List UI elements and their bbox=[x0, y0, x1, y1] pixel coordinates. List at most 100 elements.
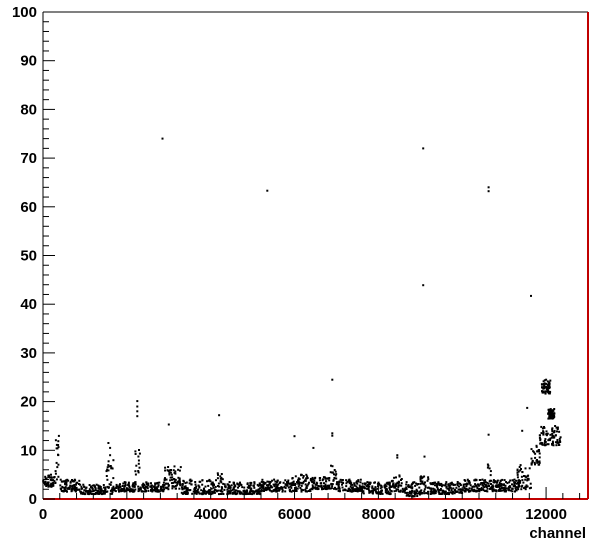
data-point bbox=[463, 489, 466, 492]
data-point bbox=[168, 471, 171, 474]
data-point bbox=[49, 478, 52, 481]
data-point bbox=[146, 487, 149, 490]
data-point bbox=[443, 484, 446, 487]
data-point bbox=[190, 479, 193, 482]
x-tick-label: 2000 bbox=[110, 506, 143, 523]
data-point bbox=[287, 486, 290, 489]
outlier-point bbox=[109, 454, 112, 457]
data-point bbox=[253, 481, 256, 484]
data-point bbox=[441, 484, 444, 487]
data-point bbox=[75, 482, 78, 485]
data-point bbox=[384, 483, 387, 486]
data-point bbox=[217, 485, 219, 487]
data-point bbox=[237, 486, 239, 489]
data-point bbox=[335, 473, 338, 476]
data-point bbox=[206, 491, 209, 494]
data-point bbox=[556, 439, 559, 441]
data-point bbox=[551, 430, 554, 433]
data-point bbox=[524, 485, 527, 488]
data-point bbox=[198, 492, 201, 495]
data-point bbox=[330, 483, 333, 486]
data-point bbox=[261, 489, 264, 492]
data-point bbox=[151, 487, 154, 490]
data-point bbox=[553, 429, 556, 432]
data-point bbox=[263, 488, 266, 491]
data-point bbox=[405, 488, 408, 490]
data-point bbox=[238, 492, 241, 495]
data-point bbox=[415, 482, 418, 485]
data-point bbox=[417, 483, 420, 485]
data-point bbox=[124, 489, 127, 492]
data-point bbox=[318, 479, 321, 482]
data-point bbox=[213, 491, 216, 494]
data-point bbox=[456, 484, 459, 487]
data-point bbox=[504, 484, 507, 487]
data-point bbox=[490, 483, 492, 485]
data-point bbox=[491, 487, 494, 490]
data-point bbox=[507, 489, 510, 492]
data-point bbox=[189, 478, 192, 481]
data-point bbox=[557, 444, 560, 446]
data-point bbox=[162, 490, 165, 493]
data-point bbox=[165, 478, 168, 481]
data-point bbox=[334, 487, 337, 490]
data-point bbox=[334, 474, 337, 477]
data-point bbox=[233, 491, 236, 494]
data-point bbox=[290, 490, 293, 493]
data-point bbox=[140, 490, 143, 493]
data-point bbox=[322, 476, 325, 479]
data-point bbox=[448, 492, 451, 495]
data-point bbox=[353, 484, 356, 487]
data-point bbox=[407, 484, 410, 487]
data-point bbox=[462, 483, 465, 486]
data-point bbox=[106, 485, 109, 488]
data-point bbox=[338, 481, 340, 484]
data-point bbox=[331, 471, 334, 474]
data-point bbox=[385, 488, 388, 491]
data-point bbox=[93, 485, 96, 488]
data-point bbox=[306, 490, 308, 493]
data-point bbox=[143, 490, 146, 493]
data-point bbox=[322, 488, 325, 490]
data-point bbox=[432, 492, 435, 495]
y-tick-label: 20 bbox=[20, 394, 37, 411]
data-point bbox=[353, 482, 356, 485]
data-point bbox=[111, 487, 114, 490]
data-point bbox=[392, 483, 395, 486]
data-point bbox=[74, 486, 76, 489]
data-point bbox=[107, 486, 110, 489]
data-point bbox=[68, 486, 71, 489]
data-point bbox=[420, 489, 423, 492]
data-point bbox=[410, 491, 413, 494]
data-point bbox=[59, 484, 62, 487]
data-point bbox=[456, 481, 459, 483]
data-point bbox=[189, 489, 192, 491]
data-point bbox=[327, 485, 330, 488]
data-point bbox=[131, 488, 134, 491]
data-point bbox=[337, 487, 340, 490]
data-point bbox=[495, 481, 498, 484]
data-point bbox=[176, 481, 179, 484]
data-point bbox=[144, 490, 147, 493]
data-point bbox=[320, 484, 323, 487]
data-point bbox=[284, 490, 287, 493]
data-point bbox=[301, 482, 304, 485]
data-point bbox=[545, 378, 548, 381]
data-point bbox=[167, 470, 170, 472]
data-point bbox=[410, 486, 412, 489]
data-point bbox=[447, 484, 450, 487]
data-point bbox=[240, 492, 243, 495]
data-point bbox=[359, 481, 362, 484]
data-point bbox=[397, 486, 400, 488]
data-point bbox=[481, 482, 484, 484]
data-point bbox=[55, 478, 58, 481]
data-point bbox=[183, 487, 186, 490]
data-point bbox=[185, 481, 188, 484]
data-point bbox=[294, 482, 297, 485]
data-point bbox=[110, 466, 113, 469]
data-point bbox=[504, 490, 507, 493]
data-point bbox=[75, 487, 77, 490]
data-point bbox=[450, 481, 453, 484]
data-point bbox=[545, 433, 548, 436]
